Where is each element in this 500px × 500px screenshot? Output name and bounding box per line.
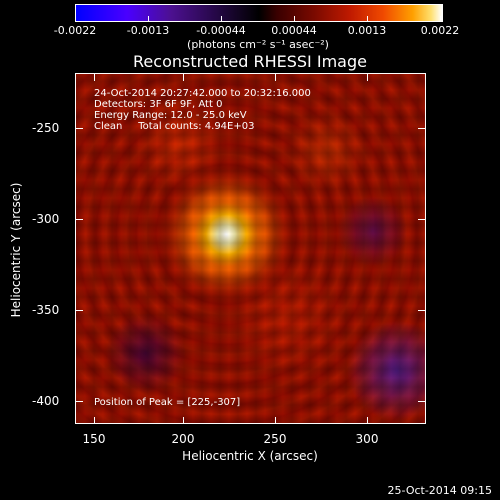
x-tick-label: 300 — [355, 432, 379, 446]
y-axis-title: Heliocentric Y (arcsec) — [9, 182, 23, 318]
y-tick-label: -350 — [32, 303, 60, 317]
colorbar-tick — [221, 16, 222, 22]
colorbar-tick-label: -0.0022 — [53, 24, 97, 37]
colorbar-tick-label: 0.0022 — [420, 24, 460, 37]
y-tick-label: -400 — [32, 394, 60, 408]
x-tick-label: 200 — [171, 432, 195, 446]
y-tick — [76, 128, 83, 129]
x-tick — [367, 74, 368, 81]
colorbar-tick — [440, 16, 441, 22]
colorbar-tick-label: -0.00044 — [196, 24, 246, 37]
x-axis-title: Heliocentric X (arcsec) — [182, 449, 318, 463]
x-tick-label: 150 — [82, 432, 106, 446]
x-tick — [94, 74, 95, 81]
info-detectors: Detectors: 3F 6F 9F, Att 0 — [94, 99, 223, 110]
colorbar-tick — [148, 16, 149, 22]
colorbar — [75, 4, 443, 22]
image-texture — [76, 74, 425, 423]
y-tick — [76, 219, 83, 220]
x-tick — [275, 417, 276, 424]
colorbar-unit-label: (photons cm⁻² s⁻¹ asec⁻²) — [187, 38, 329, 51]
y-tick — [418, 128, 425, 129]
y-tick — [418, 310, 425, 311]
peak-position-label: Position of Peak = [225,-307] — [94, 397, 241, 408]
info-energy-range: Energy Range: 12.0 - 25.0 keV — [94, 110, 247, 121]
colorbar-tick-label: 0.0013 — [347, 24, 387, 37]
x-tick — [183, 74, 184, 81]
colorbar-tick-label: -0.0013 — [126, 24, 170, 37]
colorbar-tick — [367, 16, 368, 22]
y-tick-label: -300 — [32, 212, 60, 226]
rhessi-image-map — [75, 73, 426, 424]
y-tick — [418, 219, 425, 220]
x-tick — [367, 417, 368, 424]
info-time-range: 24-Oct-2014 20:27:42.000 to 20:32:16.000 — [94, 88, 311, 99]
x-tick — [94, 417, 95, 424]
x-tick — [275, 74, 276, 81]
y-tick — [76, 310, 83, 311]
plot-title: Reconstructed RHESSI Image — [133, 52, 367, 71]
colorbar-tick-label: 0.00044 — [271, 24, 317, 37]
info-clean-counts: Clean Total counts: 4.94E+03 — [94, 121, 255, 132]
y-tick-label: -250 — [32, 121, 60, 135]
x-tick-label: 250 — [263, 432, 287, 446]
y-tick — [418, 401, 425, 402]
y-tick — [76, 401, 83, 402]
x-tick — [183, 417, 184, 424]
timestamp: 25-Oct-2014 09:15 — [387, 484, 492, 497]
colorbar-tick — [75, 16, 76, 22]
colorbar-tick — [294, 16, 295, 22]
